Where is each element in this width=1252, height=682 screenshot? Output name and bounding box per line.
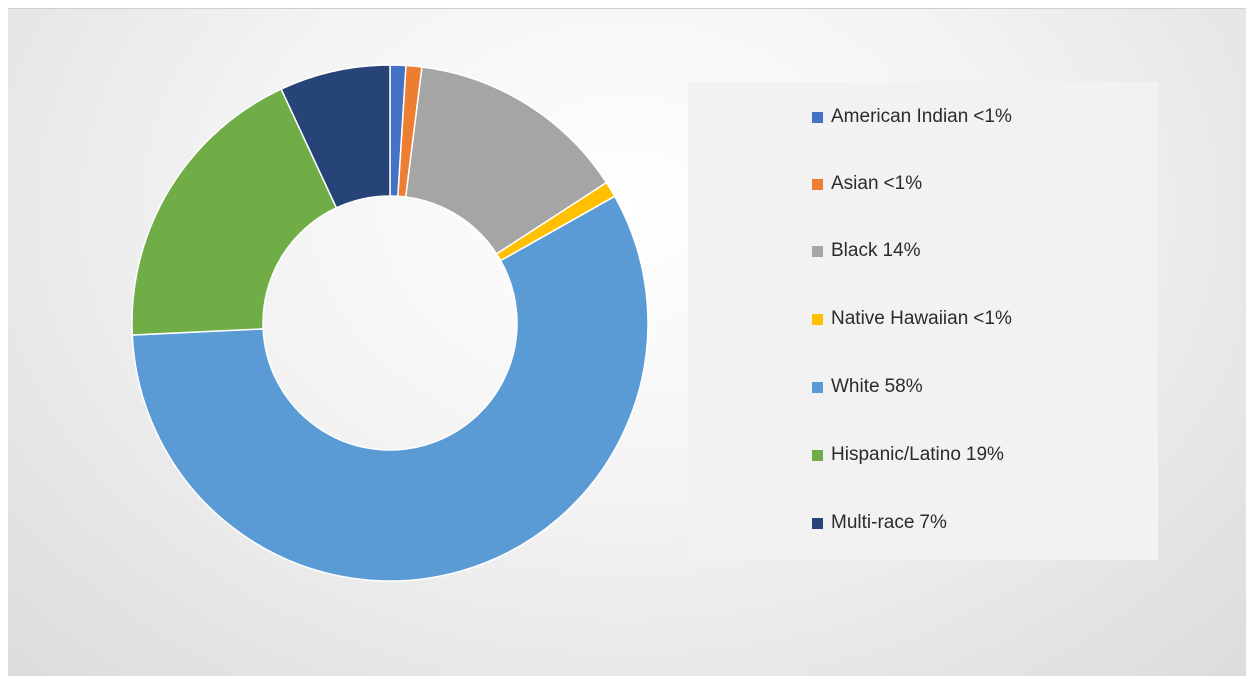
legend-swatch [812,245,823,257]
donut-slice-white [131,195,649,582]
legend-swatch [812,449,823,461]
legend: American Indian <1% Asian <1% Black 14% … [688,82,1158,560]
legend-label: American Indian [831,106,969,127]
legend-item-hispanic-latino: Hispanic/Latino 19% [812,440,1004,470]
legend-label: Native Hawaiian [831,308,969,329]
legend-item-asian: Asian <1% [812,169,922,199]
legend-item-multi-race: Multi-race 7% [812,508,947,538]
legend-label: Multi-race [831,512,915,533]
legend-label: Black [831,240,878,261]
legend-swatch [812,381,823,393]
legend-value: <1% [973,106,1012,127]
legend-swatch [812,178,823,190]
legend-swatch [812,517,823,529]
legend-value: 19% [965,444,1004,465]
donut-slice-hispanic-latino [131,88,338,336]
legend-label: White [831,376,880,397]
legend-value: 58% [884,376,923,397]
legend-value: 14% [882,240,921,261]
legend-item-native-hawaiian: Native Hawaiian <1% [812,304,1012,334]
legend-label: Asian [831,173,879,194]
legend-value: <1% [973,308,1012,329]
legend-item-white: White 58% [812,372,923,402]
donut-slice-black [404,66,608,255]
legend-swatch [812,313,823,325]
legend-value: 7% [919,512,947,533]
legend-value: <1% [883,173,923,194]
legend-item-american-indian: American Indian <1% [812,102,1012,132]
donut-slice-multi-race [280,64,391,209]
legend-swatch [812,111,823,123]
legend-item-black: Black 14% [812,236,921,266]
legend-label: Hispanic/Latino [831,444,961,465]
